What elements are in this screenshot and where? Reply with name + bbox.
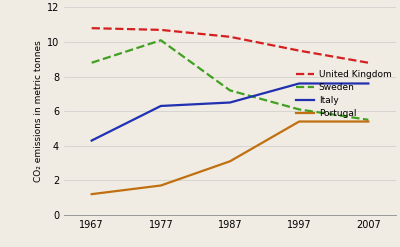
Y-axis label: CO₂ emissions in metric tonnes: CO₂ emissions in metric tonnes bbox=[34, 40, 42, 182]
United Kingdom bbox=[297, 49, 302, 52]
United Kingdom bbox=[89, 27, 94, 30]
United Kingdom bbox=[366, 61, 371, 64]
Sweden bbox=[89, 61, 94, 64]
Line: Portugal: Portugal bbox=[92, 122, 368, 194]
Portugal bbox=[228, 160, 232, 163]
Italy bbox=[297, 82, 302, 85]
Line: Sweden: Sweden bbox=[92, 40, 368, 120]
Sweden bbox=[228, 89, 232, 92]
Italy bbox=[158, 104, 163, 107]
Line: Italy: Italy bbox=[92, 83, 368, 141]
Line: United Kingdom: United Kingdom bbox=[92, 28, 368, 63]
Sweden bbox=[366, 118, 371, 121]
Portugal bbox=[158, 184, 163, 187]
Italy bbox=[366, 82, 371, 85]
Portugal bbox=[89, 193, 94, 196]
Italy bbox=[89, 139, 94, 142]
Sweden bbox=[158, 39, 163, 42]
United Kingdom bbox=[158, 28, 163, 31]
Portugal bbox=[366, 120, 371, 123]
Legend: United Kingdom, Sweden, Italy, Portugal: United Kingdom, Sweden, Italy, Portugal bbox=[296, 70, 392, 118]
United Kingdom bbox=[228, 35, 232, 38]
Italy bbox=[228, 101, 232, 104]
Sweden bbox=[297, 108, 302, 111]
Portugal bbox=[297, 120, 302, 123]
